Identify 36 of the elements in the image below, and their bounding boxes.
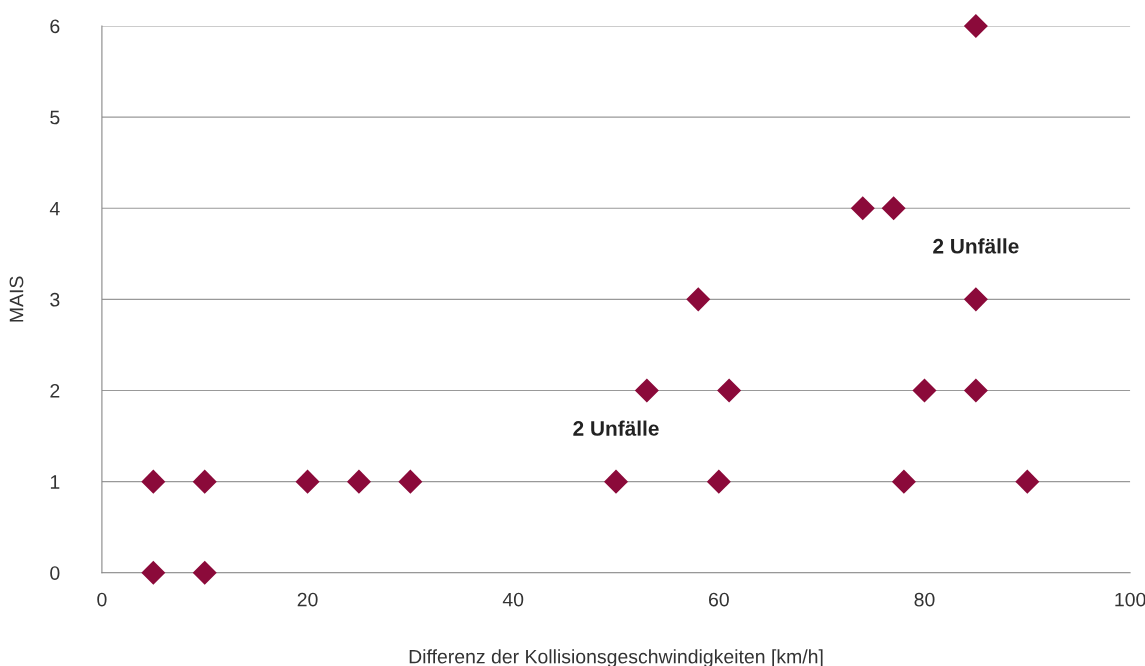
x-tick-label: 100 (1115, 592, 1145, 607)
point (850, 196, 875, 221)
point (192, 469, 217, 494)
point (1015, 469, 1040, 494)
point (346, 469, 371, 494)
y-tick-label: 1 (50, 475, 60, 489)
point (192, 560, 217, 585)
y-axis-title: MAIS (9, 276, 24, 322)
point (141, 560, 166, 585)
y-tick-label: 2 (50, 383, 60, 398)
x-tick-label: 20 (297, 592, 318, 607)
y-tick-label: 3 (50, 292, 60, 307)
point (634, 378, 659, 403)
point (686, 287, 711, 312)
point (398, 469, 423, 494)
point (295, 469, 320, 494)
point (717, 378, 742, 403)
annotation: 2 Unfälle (573, 420, 659, 436)
y-tick-label: 6 (50, 19, 60, 34)
point (141, 469, 166, 494)
point (963, 287, 988, 312)
point (963, 13, 988, 38)
y-tick-label: 0 (50, 566, 60, 580)
point (912, 378, 937, 403)
x-tick-label: 40 (502, 592, 524, 607)
x-tick-label: 80 (914, 592, 935, 607)
point (706, 469, 731, 494)
y-tick-label: 4 (49, 201, 60, 216)
point (963, 378, 988, 403)
y-tick-label: 5 (50, 110, 60, 125)
annotation: 2 Unfälle (933, 238, 1019, 254)
point (881, 196, 906, 221)
point (891, 469, 916, 494)
point (603, 469, 629, 494)
x-tick-label: 60 (709, 592, 729, 607)
x-tick-label: 0 (97, 592, 107, 607)
